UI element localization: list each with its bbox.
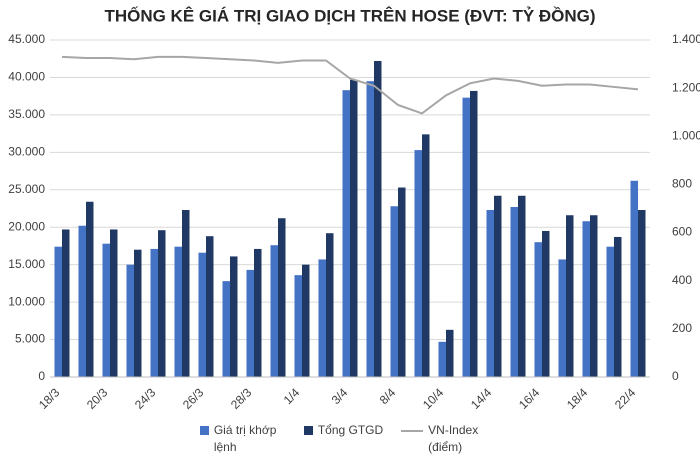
y-tick-label: 40.000 — [8, 70, 45, 84]
y-tick-label: 20.000 — [8, 219, 45, 233]
bar — [566, 215, 574, 377]
x-tick-label: 18/3 — [36, 385, 63, 412]
y-tick-label: 30.000 — [8, 145, 45, 159]
bar — [606, 246, 614, 377]
bar — [582, 221, 590, 377]
bar — [278, 218, 286, 377]
legend-swatch — [199, 426, 209, 435]
legend-swatch — [401, 430, 424, 432]
legend-label: Giá trị khớp lệnh — [213, 423, 277, 454]
y2-tick-label: 0 — [672, 369, 679, 383]
bar — [414, 150, 422, 377]
bar — [398, 187, 406, 377]
legend-item: Tổng GTGD — [303, 422, 384, 456]
bar — [422, 134, 430, 377]
bar — [630, 180, 638, 377]
x-tick-label: 3/4 — [329, 385, 351, 407]
x-tick-label: 8/4 — [377, 385, 399, 407]
bar — [246, 269, 254, 377]
bar — [438, 341, 446, 377]
x-tick-label: 20/3 — [84, 385, 111, 412]
y-tick-label: 5.000 — [15, 332, 45, 346]
bar — [366, 81, 374, 377]
bar — [326, 233, 334, 377]
bar — [54, 246, 62, 377]
bar — [462, 97, 470, 378]
bar — [206, 236, 214, 377]
bar — [126, 264, 134, 377]
chart-title: THỐNG KÊ GIÁ TRỊ GIAO DỊCH TRÊN HOSE (ĐV… — [104, 5, 595, 25]
bar — [558, 259, 566, 377]
bar — [374, 60, 382, 378]
bar — [270, 245, 278, 377]
legend-item: VN-Index (điểm) — [401, 422, 500, 456]
bar — [510, 207, 518, 377]
bar — [150, 248, 158, 377]
bar — [134, 249, 142, 377]
y-tick-label: 0 — [38, 369, 45, 383]
bar — [182, 209, 190, 377]
y2-tick-label: 600 — [672, 225, 692, 239]
bar — [302, 264, 310, 377]
y2-tick-label: 400 — [672, 273, 692, 287]
legend-swatch — [303, 426, 313, 435]
bar — [318, 259, 326, 377]
x-tick-label: 28/3 — [228, 385, 255, 412]
bar — [78, 225, 86, 377]
x-tick-label: 18/4 — [564, 385, 591, 412]
x-tick-label: 1/4 — [281, 385, 303, 407]
bar — [62, 229, 70, 377]
bar — [174, 246, 182, 377]
y-tick-label: 15.000 — [8, 257, 45, 271]
x-tick-label: 10/4 — [420, 385, 447, 412]
x-tick-label: 22/4 — [612, 385, 639, 412]
y-tick-label: 45.000 — [8, 32, 45, 46]
bar — [222, 281, 230, 377]
bar — [590, 215, 598, 377]
x-tick-label: 24/3 — [132, 385, 159, 412]
y2-tick-label: 1.400 — [672, 32, 700, 46]
bar — [390, 206, 398, 377]
chart: THỐNG KÊ GIÁ TRỊ GIAO DỊCH TRÊN HOSE (ĐV… — [8, 5, 700, 412]
legend-item: Giá trị khớp lệnh — [199, 422, 286, 456]
bar — [542, 230, 550, 377]
legend: Giá trị khớp lệnh Tổng GTGD VN-Index (điểm… — [0, 422, 700, 456]
y2-tick-label: 200 — [672, 321, 692, 335]
bar — [198, 252, 206, 377]
bar — [102, 243, 110, 377]
bar — [350, 79, 358, 378]
y-tick-label: 35.000 — [8, 107, 45, 121]
bar — [294, 275, 302, 377]
bar — [638, 209, 646, 377]
legend-label: VN-Index (điểm) — [428, 423, 479, 454]
x-tick-label: 14/4 — [468, 385, 495, 412]
bar — [470, 90, 478, 378]
line — [61, 55, 639, 115]
y2-tick-label: 800 — [672, 177, 692, 191]
bar — [494, 195, 502, 377]
bar — [86, 201, 94, 377]
y2-tick-label: 1.200 — [672, 80, 700, 94]
bar — [342, 90, 350, 378]
y-tick-label: 25.000 — [8, 182, 45, 196]
legend-label: Tổng GTGD — [317, 423, 384, 437]
x-tick-label: 26/3 — [180, 385, 207, 412]
x-tick-label: 16/4 — [516, 385, 543, 412]
y-tick-label: 10.000 — [8, 294, 45, 308]
bar — [110, 229, 118, 377]
bar — [254, 248, 262, 377]
bar — [446, 329, 454, 377]
bar — [614, 236, 622, 377]
bar — [534, 242, 542, 377]
bar — [518, 195, 526, 377]
y2-tick-label: 1.000 — [672, 128, 700, 142]
bar — [158, 230, 166, 377]
bar — [486, 209, 494, 377]
bar — [230, 256, 238, 377]
